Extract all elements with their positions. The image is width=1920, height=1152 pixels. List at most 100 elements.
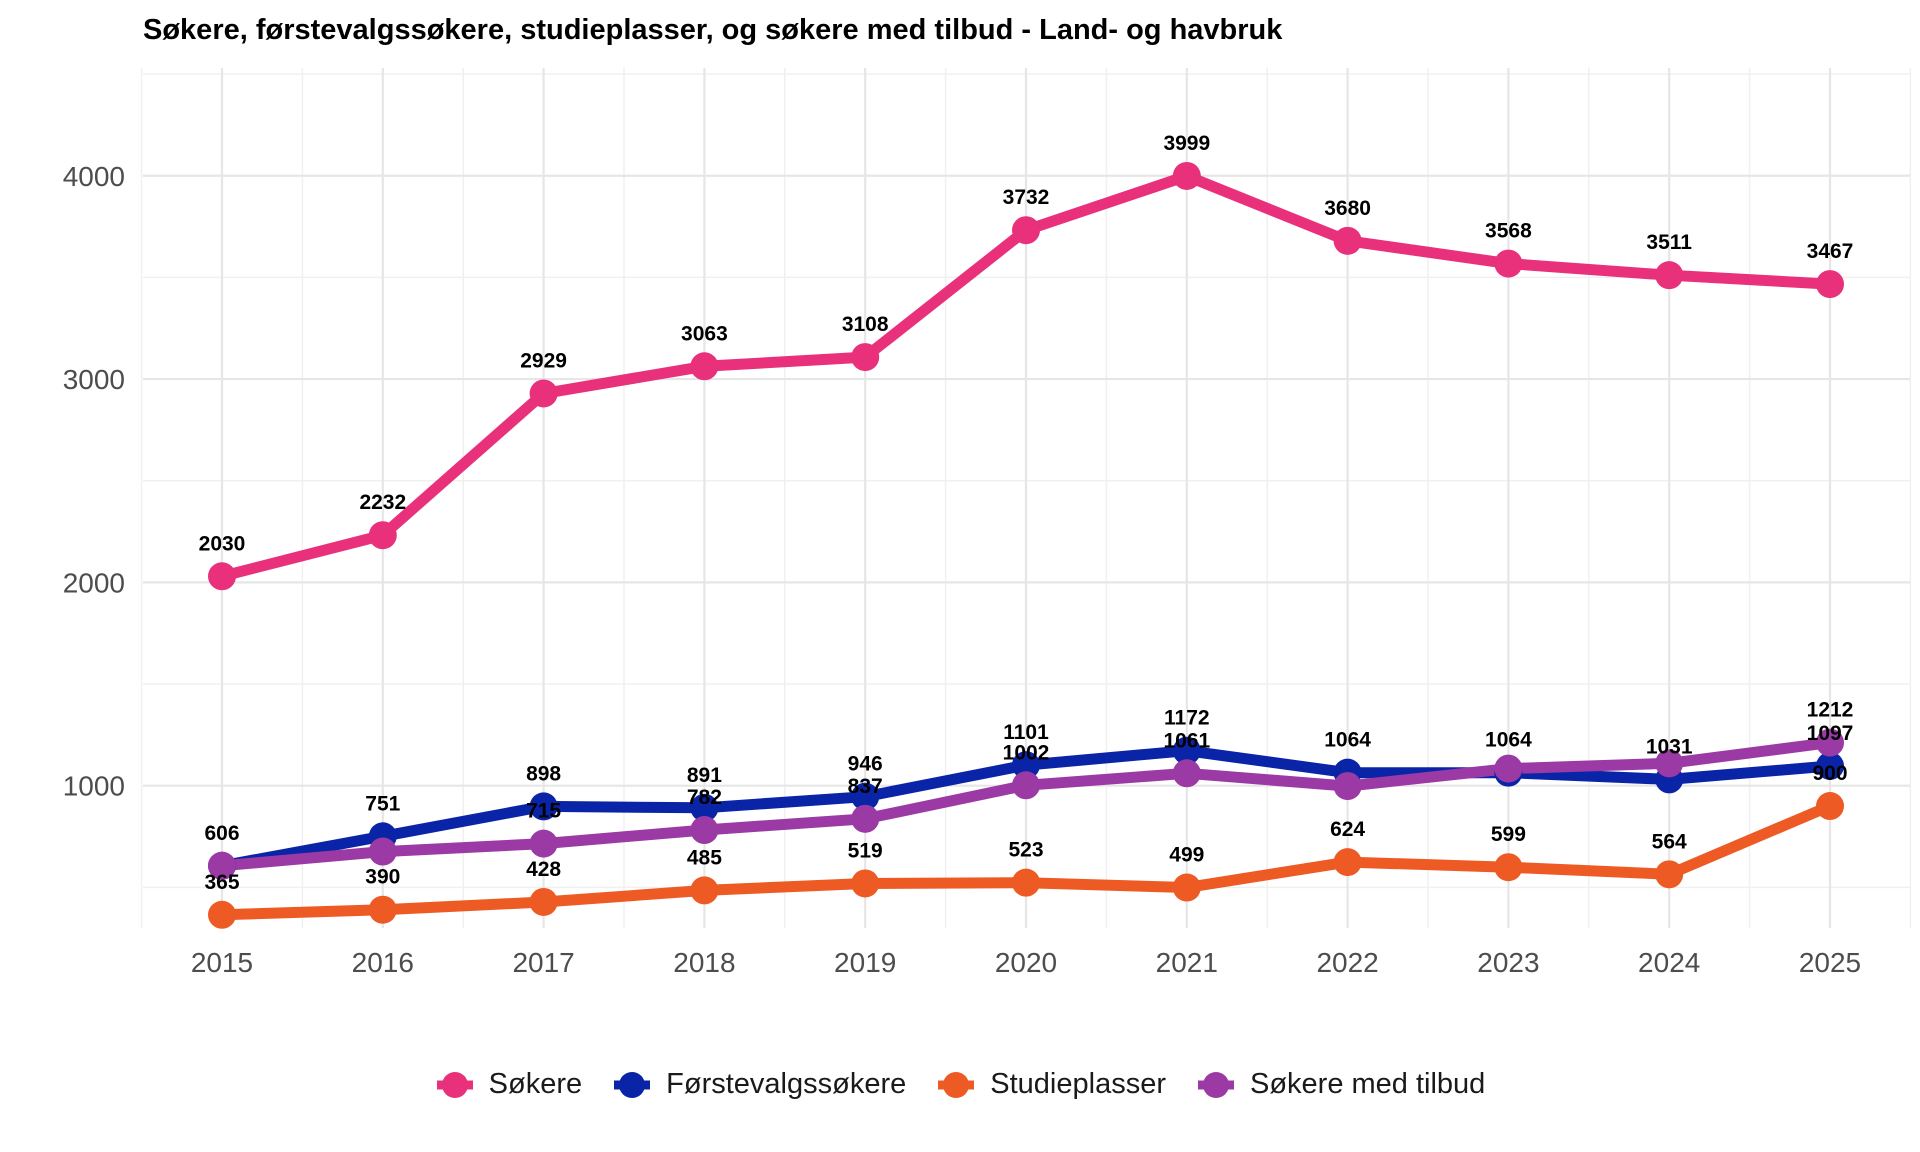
point-2-2020	[1012, 868, 1040, 897]
data-label: 428	[526, 858, 561, 881]
point-2-2022	[1333, 848, 1362, 877]
point-2-2025	[1816, 792, 1844, 821]
data-label: 3568	[1485, 220, 1532, 243]
y-tick-label: 2000	[63, 567, 125, 598]
x-tick-label: 2022	[1316, 947, 1378, 978]
data-label: 2030	[199, 532, 246, 555]
data-label: 624	[1330, 818, 1365, 841]
point-3-2018	[690, 816, 719, 845]
data-label: 523	[1008, 839, 1043, 862]
data-label: 1097	[1807, 722, 1854, 745]
legend-label: Førstevalgssøkere	[666, 1068, 907, 1100]
point-0-2023	[1494, 249, 1523, 278]
point-2-2019	[851, 869, 880, 898]
data-label: 499	[1169, 844, 1204, 867]
point-0-2020	[1012, 216, 1040, 245]
data-label: 564	[1652, 830, 1687, 853]
x-tick-label: 2024	[1638, 947, 1700, 978]
data-label: 485	[687, 846, 722, 869]
point-2-2015	[208, 900, 236, 929]
legend-label: Søkere med tilbud	[1249, 1068, 1486, 1100]
point-2-2023	[1494, 853, 1523, 882]
data-label: 3467	[1807, 240, 1854, 263]
point-0-2021	[1172, 161, 1201, 190]
series-points	[208, 161, 1844, 929]
data-label: 1061	[1163, 729, 1210, 752]
x-tick-label: 2018	[673, 947, 735, 978]
point-0-2017	[529, 379, 558, 408]
legend-key-point	[441, 1071, 468, 1098]
legend-key-icon	[436, 1071, 473, 1098]
point-3-2024	[1655, 749, 1684, 778]
data-label: 3680	[1324, 197, 1371, 220]
point-1-2020	[1012, 751, 1040, 780]
legend-key-icon	[614, 1071, 651, 1098]
point-0-2016	[368, 521, 397, 550]
y-tick-label: 3000	[63, 364, 125, 395]
x-tick-label: 2015	[191, 947, 253, 978]
x-tick-label: 2021	[1156, 947, 1218, 978]
point-1-2019	[851, 782, 880, 811]
point-3-2022	[1333, 772, 1362, 801]
point-0-2015	[208, 562, 236, 591]
data-label: 2929	[520, 349, 567, 372]
data-label: 3108	[842, 313, 889, 336]
data-label: 837	[848, 775, 883, 798]
point-1-2017	[529, 792, 558, 821]
data-label: 365	[204, 871, 239, 894]
legend-label: Studieplasser	[990, 1068, 1166, 1100]
data-label: 3511	[1646, 231, 1692, 254]
point-3-2017	[529, 829, 558, 858]
data-label: 1172	[1164, 707, 1210, 730]
point-0-2019	[851, 343, 880, 372]
data-labels: 2030 2232 2929 3063 3108 3732 3999 3680 3568 3511…	[199, 132, 1854, 894]
legend-key-point	[619, 1071, 646, 1098]
data-label: 946	[848, 753, 883, 776]
data-label: 2232	[359, 491, 406, 514]
data-label: 898	[526, 762, 561, 785]
data-label: 751	[365, 792, 400, 815]
data-label: 390	[365, 866, 400, 889]
point-1-2021	[1172, 736, 1201, 765]
data-label: 1212	[1807, 699, 1854, 722]
point-3-2025	[1816, 728, 1844, 757]
point-1-2025	[1816, 751, 1844, 780]
data-label: 782	[687, 786, 722, 809]
data-label: 1101	[1003, 721, 1049, 744]
data-label: 599	[1491, 823, 1526, 846]
data-label: 3063	[681, 322, 728, 345]
data-label: 606	[204, 822, 239, 845]
point-2-2021	[1172, 873, 1201, 902]
data-label: 715	[526, 800, 561, 823]
legend-item-0: Søkere	[435, 1068, 582, 1101]
legend-key-icon	[1197, 1071, 1234, 1098]
point-2-2018	[690, 876, 719, 905]
point-0-2025	[1816, 270, 1844, 299]
legend-label: Søkere	[488, 1068, 583, 1100]
data-label: 900	[1812, 762, 1847, 785]
chart-title: Søkere, førstevalgssøkere, studieplasser…	[143, 14, 1283, 46]
point-3-2020	[1012, 771, 1040, 800]
point-3-2019	[851, 804, 880, 833]
data-label: 891	[687, 764, 722, 787]
data-label: 1064	[1485, 729, 1532, 752]
data-label: 519	[848, 839, 883, 862]
data-label: 1031	[1646, 735, 1693, 758]
legend-item-3: Søkere med tilbud	[1196, 1068, 1485, 1101]
point-3-2023	[1494, 754, 1523, 783]
legend-key-point	[1202, 1071, 1229, 1098]
x-tick-label: 2025	[1799, 947, 1861, 978]
x-tick-label: 2019	[834, 947, 896, 978]
legend: Søkere Førstevalgssøkere Studieplasser Søke…	[0, 1068, 1920, 1101]
x-tick-label: 2023	[1477, 947, 1539, 978]
point-2-2016	[368, 895, 397, 924]
legend-key-icon	[938, 1071, 975, 1098]
data-label: 3999	[1163, 132, 1210, 155]
point-2-2024	[1655, 860, 1684, 889]
point-0-2018	[690, 352, 719, 381]
point-3-2021	[1172, 759, 1201, 788]
data-label: 1002	[1003, 741, 1050, 764]
data-label: 3732	[1003, 186, 1050, 209]
point-0-2024	[1655, 261, 1684, 290]
y-tick-label: 1000	[63, 771, 125, 802]
